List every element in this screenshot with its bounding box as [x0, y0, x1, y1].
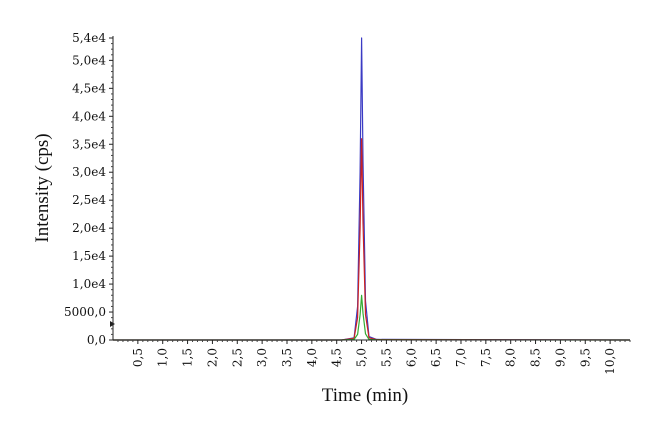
- y-tick-label: 4,0e4: [72, 109, 106, 123]
- x-tick-label: 6,5: [429, 348, 443, 367]
- x-tick-label: 4,0: [305, 348, 319, 367]
- x-tick-label: 1,0: [156, 348, 170, 367]
- x-tick-label: 7,5: [479, 348, 493, 367]
- axis-marker-icon: [110, 321, 115, 327]
- x-tick-label: 5,5: [379, 348, 393, 367]
- x-tick-label: 8,0: [504, 348, 518, 367]
- y-tick-label: 3,5e4: [72, 137, 106, 151]
- y-tick-label: 5000,0: [64, 305, 106, 319]
- y-tick-label: 5,0e4: [72, 53, 106, 67]
- series-line-3: [113, 294, 631, 341]
- x-ticks: 0,5 1,0 1,5 2,0 2,5 3,0 3,5 4,0 4,5 5,0 5,5 6,0 6,5 7…: [117, 340, 631, 375]
- x-tick-label: 10,0: [603, 348, 617, 375]
- x-tick-label: 3,0: [255, 348, 269, 367]
- x-tick-label: 5,0: [355, 348, 369, 367]
- x-tick-label: 9,0: [553, 348, 567, 367]
- plot-lines: [113, 37, 631, 341]
- series-line-1: [113, 37, 631, 341]
- x-tick-label: 2,5: [230, 348, 244, 367]
- x-tick-label: 9,5: [578, 348, 592, 367]
- x-tick-label: 1,5: [181, 348, 195, 367]
- x-tick-label: 8,5: [529, 348, 543, 367]
- y-ticks: 0,0 5000,0 1,0e4 1,5e4 2,0e4 2,5e4 3,0e4 3,5e4 4…: [64, 31, 113, 347]
- x-tick-label: 3,5: [280, 348, 294, 367]
- y-tick-label: 0,0: [87, 333, 106, 347]
- y-axis-title: Intensity (cps): [32, 133, 53, 242]
- x-tick-label: 4,5: [330, 348, 344, 367]
- y-tick-label: 1,0e4: [72, 277, 106, 291]
- y-tick-label: 4,5e4: [72, 81, 106, 95]
- y-tick-label: 1,5e4: [72, 249, 106, 263]
- series-line-2: [113, 138, 631, 341]
- x-tick-label: 6,0: [404, 348, 418, 367]
- y-tick-label: 2,0e4: [72, 221, 106, 235]
- y-tick-label: 2,5e4: [72, 193, 106, 207]
- x-axis-title: Time (min): [322, 385, 408, 406]
- y-tick-label: 3,0e4: [72, 165, 106, 179]
- x-tick-label: 0,5: [131, 348, 145, 367]
- x-tick-label: 7,0: [454, 348, 468, 367]
- x-tick-label: 2,0: [205, 348, 219, 367]
- y-tick-label: 5,4e4: [72, 31, 106, 45]
